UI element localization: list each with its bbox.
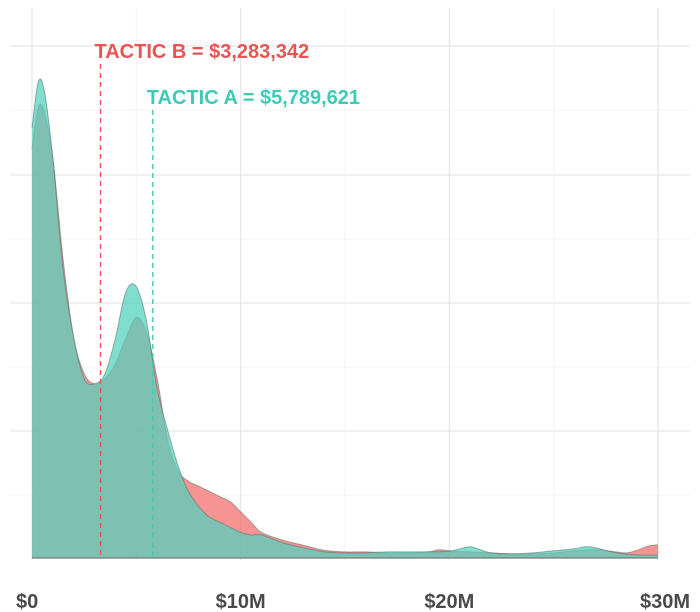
x-tick-label: $0 bbox=[16, 591, 38, 612]
annotations: TACTIC B = $3,283,342 TACTIC A = $5,789,6… bbox=[95, 41, 360, 558]
line-tactic_a bbox=[31, 78, 659, 556]
annotation-tactic_a: TACTIC A = $5,789,621 bbox=[147, 87, 360, 109]
x-tick-label: $30M bbox=[640, 591, 690, 612]
area-tactic_a bbox=[32, 78, 658, 559]
density-areas bbox=[31, 78, 659, 559]
annotation-tactic_b: TACTIC B = $3,283,342 bbox=[95, 41, 310, 63]
grid bbox=[10, 8, 690, 560]
x-axis: $0 $10M $20M $30M bbox=[16, 591, 690, 612]
x-tick-label: $10M bbox=[216, 591, 266, 612]
x-tick-label: $20M bbox=[424, 591, 474, 612]
